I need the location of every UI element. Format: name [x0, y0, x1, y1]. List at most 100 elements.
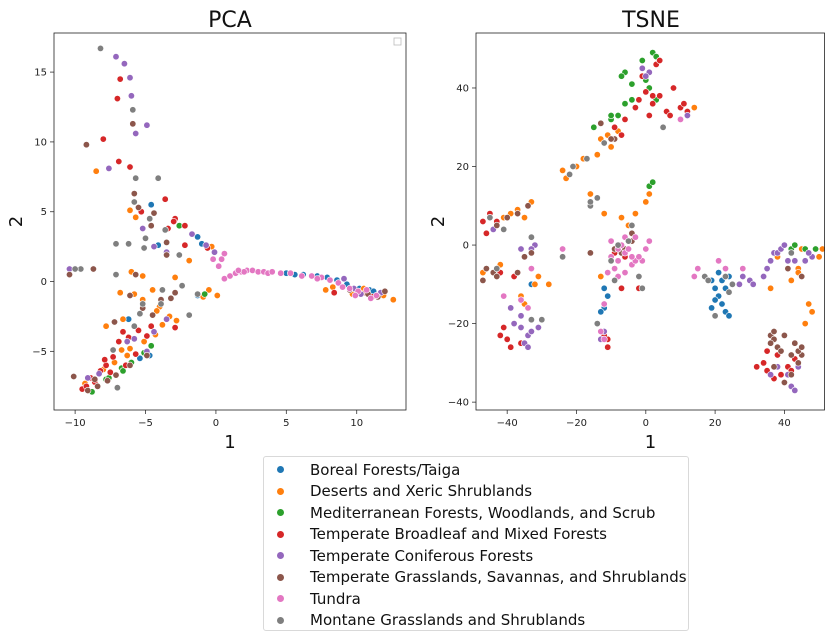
data-point: [109, 346, 117, 354]
data-point: [136, 310, 144, 318]
data-point: [170, 218, 178, 226]
data-point: [583, 155, 591, 163]
legend-marker: [276, 465, 285, 474]
data-point: [154, 174, 162, 182]
data-point: [819, 245, 825, 253]
data-point: [150, 209, 158, 217]
data-point: [500, 292, 508, 300]
data-point: [708, 304, 716, 312]
data-point: [593, 194, 601, 202]
data-point: [704, 276, 712, 284]
data-point: [642, 198, 650, 206]
data-point: [277, 269, 285, 277]
data-point: [725, 312, 733, 320]
data-point: [112, 53, 120, 61]
legend-marker: [276, 551, 285, 560]
legend-label: Tundra: [310, 589, 361, 608]
data-point: [770, 363, 778, 371]
data-point: [185, 311, 193, 319]
series: [486, 123, 795, 328]
legend-label: Temperate Broadleaf and Mixed Forests: [310, 525, 607, 543]
data-point: [84, 386, 92, 394]
data-point: [173, 317, 181, 325]
data-point: [143, 121, 151, 129]
data-point: [161, 226, 169, 234]
data-point: [147, 322, 155, 330]
data-point: [126, 345, 134, 353]
data-point: [559, 245, 567, 253]
data-point: [780, 331, 788, 339]
data-point: [808, 308, 816, 316]
data-point: [496, 331, 504, 339]
data-point: [202, 241, 210, 249]
y-tick-label: 15: [34, 68, 47, 79]
data-point: [161, 195, 169, 203]
data-point: [763, 347, 771, 355]
data-point: [777, 347, 785, 355]
data-point: [749, 280, 757, 288]
data-point: [527, 316, 535, 324]
data-point: [147, 201, 155, 209]
data-point: [209, 255, 217, 263]
data-point: [116, 289, 124, 297]
data-point: [607, 135, 615, 143]
data-point: [326, 276, 334, 284]
data-point: [143, 351, 151, 359]
x-axis-label: 1: [645, 432, 656, 453]
data-point: [132, 271, 140, 279]
data-point: [130, 190, 138, 198]
legend-label: Temperate Grasslands, Savannas, and Shru…: [310, 568, 687, 586]
data-point: [330, 289, 338, 297]
data-point: [628, 221, 636, 229]
data-point: [213, 291, 221, 299]
data-point: [659, 123, 667, 131]
data-point: [493, 272, 501, 280]
data-point: [611, 276, 619, 284]
empty-legend-box: [393, 37, 402, 46]
data-point: [767, 284, 775, 292]
data-point: [517, 312, 525, 320]
data-point: [479, 218, 487, 226]
legend-marker: [276, 594, 285, 603]
data-point: [71, 265, 79, 273]
data-point: [597, 272, 605, 280]
data-point: [621, 115, 629, 123]
data-point: [139, 225, 147, 233]
data-point: [482, 265, 490, 273]
data-point: [614, 112, 622, 120]
data-point: [604, 292, 612, 300]
data-point: [527, 265, 535, 273]
data-point: [787, 276, 795, 284]
data-point: [116, 75, 124, 83]
x-tick-label: −40: [497, 418, 518, 429]
data-point: [614, 257, 622, 265]
data-point: [126, 74, 134, 82]
data-point: [351, 291, 359, 299]
data-point: [157, 300, 165, 308]
data-point: [607, 237, 615, 245]
data-point: [524, 304, 532, 312]
data-point: [784, 257, 792, 265]
data-point: [617, 214, 625, 222]
data-point: [514, 210, 522, 218]
data-point: [617, 284, 625, 292]
data-point: [89, 265, 97, 273]
x-tick-label: −5: [138, 418, 153, 429]
data-point: [493, 221, 501, 229]
data-point: [105, 164, 113, 172]
data-point: [66, 271, 74, 279]
data-point: [298, 272, 306, 280]
x-tick-label: −10: [65, 418, 86, 429]
data-point: [249, 266, 257, 274]
data-point: [111, 318, 119, 326]
data-point: [566, 170, 574, 178]
legend-item: Temperate Grasslands, Savannas, and Shru…: [276, 567, 687, 588]
data-point: [600, 210, 608, 218]
data-point: [240, 268, 248, 276]
data-point: [286, 269, 294, 277]
y-axis-label: 2: [6, 216, 27, 227]
data-point: [188, 230, 196, 238]
data-point: [798, 272, 806, 280]
data-point: [500, 323, 508, 331]
data-point: [123, 351, 131, 359]
